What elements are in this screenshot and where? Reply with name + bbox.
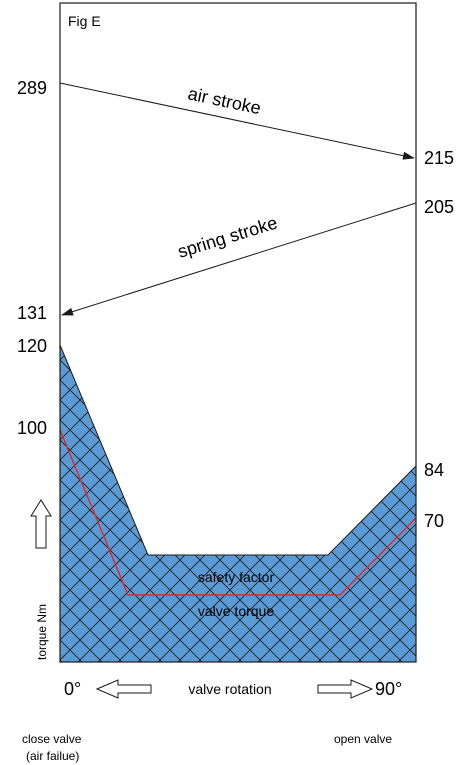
value-205: 205 bbox=[424, 197, 454, 217]
spring-stroke-label: spring stroke bbox=[175, 213, 279, 262]
value-84: 84 bbox=[424, 460, 444, 480]
valve-torque-line bbox=[59, 429, 417, 596]
x-end-label: 90° bbox=[375, 679, 402, 699]
valve-torque-label: valve torque bbox=[198, 603, 274, 619]
value-100: 100 bbox=[17, 418, 47, 438]
value-215: 215 bbox=[424, 148, 454, 168]
right-arrow-icon bbox=[317, 679, 374, 699]
open-valve-label: open valve bbox=[334, 732, 392, 746]
air-stroke-label: air stroke bbox=[186, 83, 263, 118]
chart-frame bbox=[59, 2, 417, 663]
torque-area-hatch bbox=[60, 345, 416, 662]
value-70: 70 bbox=[424, 511, 444, 531]
y-axis-label: torque Nm bbox=[35, 604, 49, 660]
x-axis-label: valve rotation bbox=[188, 681, 271, 697]
value-120: 120 bbox=[17, 336, 47, 356]
value-131: 131 bbox=[17, 303, 47, 323]
air-failure-label: (air failue) bbox=[26, 749, 79, 763]
spring-stroke-arrow bbox=[61, 202, 417, 316]
x-start-label: 0° bbox=[64, 679, 81, 699]
close-valve-label: close valve bbox=[22, 732, 82, 746]
figure-title: Fig E bbox=[68, 13, 101, 29]
up-arrow-icon bbox=[30, 499, 52, 549]
value-289: 289 bbox=[17, 78, 47, 98]
left-arrow-icon bbox=[95, 679, 152, 699]
safety-factor-label: safety factor bbox=[198, 569, 275, 585]
air-stroke-arrow bbox=[59, 82, 415, 160]
